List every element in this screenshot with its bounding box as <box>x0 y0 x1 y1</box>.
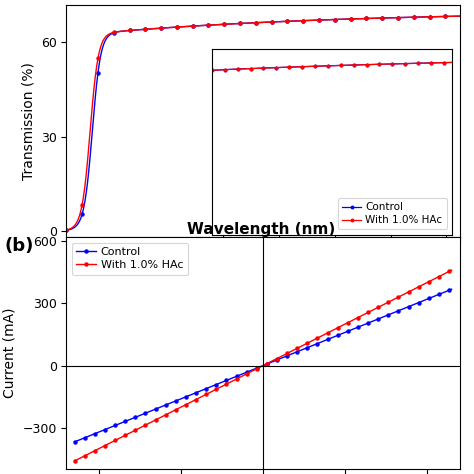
With 1.0% HAc <box>449 267 455 273</box>
Control <box>269 359 275 365</box>
Line: With 1.0% HAc: With 1.0% HAc <box>73 269 453 463</box>
Y-axis label: Current (mA): Current (mA) <box>3 308 17 398</box>
Line: Control: Control <box>73 288 453 443</box>
With 1.0% HAc <box>269 358 275 364</box>
Legend: Control, With 1.0% HAc: Control, With 1.0% HAc <box>72 243 188 275</box>
With 1.0% HAc <box>221 383 227 388</box>
Text: (b): (b) <box>5 237 34 255</box>
Y-axis label: Transmission (%): Transmission (%) <box>21 62 35 180</box>
Control <box>449 286 455 292</box>
With 1.0% HAc <box>332 326 338 332</box>
Control <box>72 439 77 445</box>
With 1.0% HAc <box>72 458 77 464</box>
Control <box>383 313 389 319</box>
Control <box>284 353 290 359</box>
With 1.0% HAc <box>196 395 201 401</box>
Control <box>332 334 338 339</box>
Control <box>221 379 227 384</box>
With 1.0% HAc <box>284 351 290 356</box>
Control <box>196 389 201 394</box>
Text: Wavelength (nm): Wavelength (nm) <box>187 222 335 237</box>
With 1.0% HAc <box>383 301 389 306</box>
